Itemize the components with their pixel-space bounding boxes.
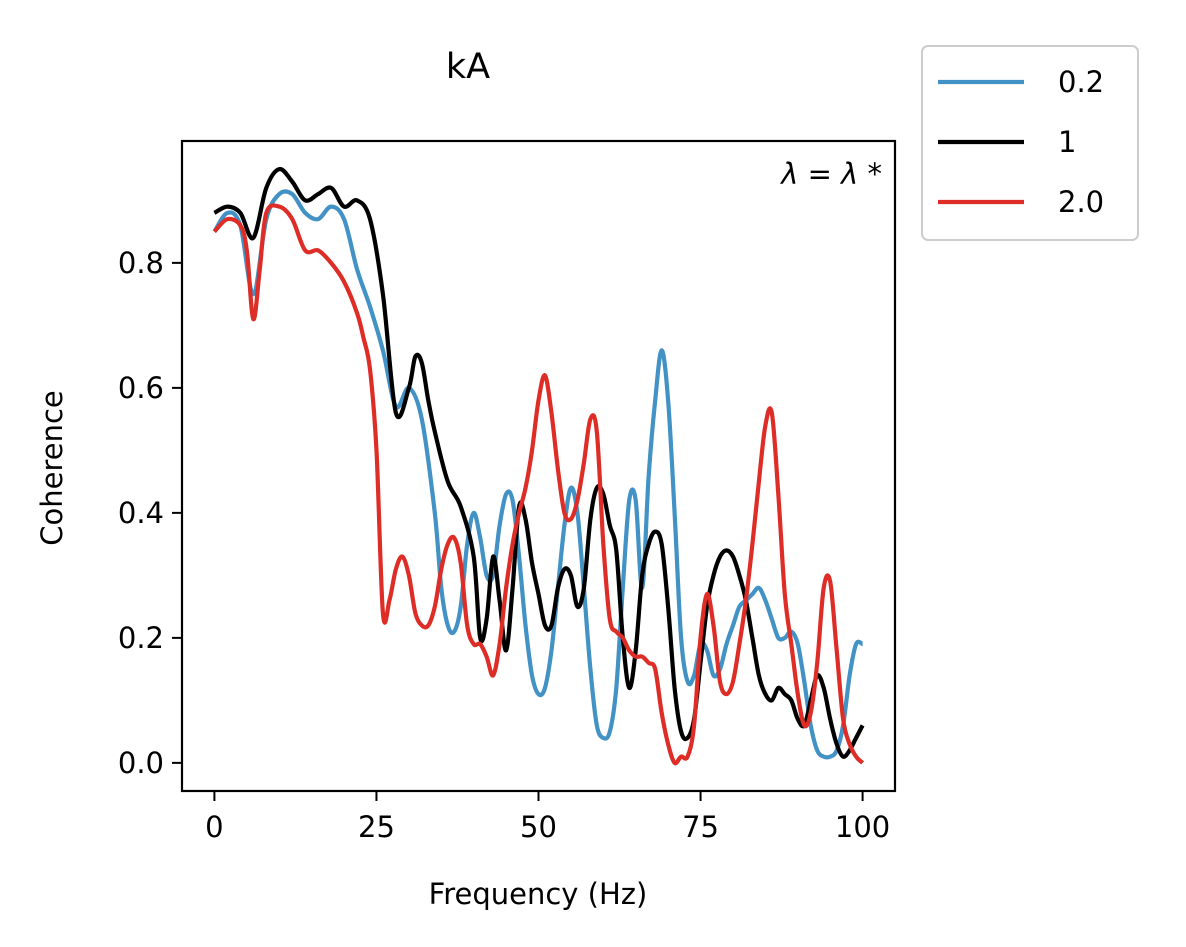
x-axis-label: Frequency (Hz)	[429, 877, 648, 911]
y-tick-label: 0.2	[118, 621, 164, 655]
x-tick-label: 0	[205, 810, 223, 844]
x-tick-label: 100	[835, 810, 890, 844]
legend-frame	[921, 45, 1139, 241]
legend-label-0: 0.2	[1058, 65, 1104, 99]
chart-title: kA	[446, 47, 490, 87]
plot-lines	[212, 166, 865, 766]
y-axis: 0.0 0.2 0.4 0.6 0.8	[118, 246, 182, 780]
y-axis-label: Coherence	[35, 390, 69, 546]
series-line-1	[213, 166, 865, 759]
legend-label-1: 1	[1058, 125, 1076, 159]
y-tick-label: 0.0	[118, 746, 164, 780]
lambda-annotation: λ = λ *	[779, 157, 882, 191]
y-tick-label: 0.4	[118, 496, 164, 530]
series-line-2	[212, 203, 865, 766]
x-tick-label: 75	[682, 810, 719, 844]
x-tick-label: 25	[358, 810, 395, 844]
legend: 0.2 1 2.0	[921, 45, 1139, 241]
x-axis: 0 25 50 75 100	[205, 791, 890, 844]
y-tick-label: 0.8	[118, 246, 164, 280]
y-tick-label: 0.6	[118, 371, 164, 405]
x-tick-label: 50	[520, 810, 557, 844]
series-line-0	[212, 189, 864, 760]
legend-label-2: 2.0	[1058, 185, 1104, 219]
